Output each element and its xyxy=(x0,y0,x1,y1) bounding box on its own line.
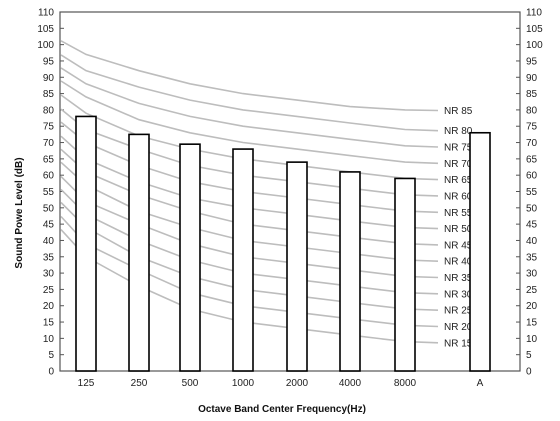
bar xyxy=(232,148,254,372)
y-tick-label-left: 70 xyxy=(43,138,55,149)
y-tick-label-left: 40 xyxy=(43,236,55,247)
y-tick-label-right: 100 xyxy=(526,40,543,51)
y-tick-label-left: 55 xyxy=(43,187,55,198)
y-axis-title: Sound Powe Level (dB) xyxy=(14,157,25,268)
nr-curve-label: NR 75 xyxy=(444,142,473,153)
nr-curve-label: NR 65 xyxy=(444,175,473,186)
y-tick-label-left: 5 xyxy=(48,350,54,361)
nr-curve-label: NR 85 xyxy=(444,106,473,117)
y-tick-label-left: 75 xyxy=(43,122,55,133)
bar xyxy=(75,115,97,372)
y-tick-label-right: 40 xyxy=(526,236,538,247)
y-tick-label-left: 80 xyxy=(43,105,55,116)
nr-curve xyxy=(60,67,439,148)
x-tick-label-a: A xyxy=(477,378,484,389)
y-tick-label-right: 30 xyxy=(526,269,538,280)
bar xyxy=(394,177,416,372)
y-tick-label-left: 65 xyxy=(43,154,55,165)
y-tick-label-right: 50 xyxy=(526,203,538,214)
y-tick-label-left: 45 xyxy=(43,220,55,231)
y-tick-label-left: 110 xyxy=(38,8,54,19)
y-tick-label-right: 35 xyxy=(526,252,538,263)
y-tick-label-right: 65 xyxy=(526,154,538,165)
bars xyxy=(75,115,491,372)
y-tick-label-right: 5 xyxy=(526,350,532,361)
y-tick-label-left: 105 xyxy=(37,24,54,35)
y-tick-label-right: 15 xyxy=(526,318,538,329)
nr-curve-label: NR 80 xyxy=(444,126,473,137)
y-tick-label-right: 55 xyxy=(526,187,538,198)
y-tick-label-right: 95 xyxy=(526,56,538,67)
y-tick-label-right: 110 xyxy=(526,8,542,19)
y-tick-label-left: 85 xyxy=(43,89,55,100)
y-tick-label-right: 70 xyxy=(526,138,538,149)
y-tick-label-left: 60 xyxy=(43,171,55,182)
bar xyxy=(286,161,308,372)
y-tick-label-left: 50 xyxy=(43,203,55,214)
nr-curve-label: NR 45 xyxy=(444,240,473,251)
nr-curve xyxy=(60,54,439,132)
y-tick-label-right: 10 xyxy=(526,334,538,345)
y-tick-label-right: 60 xyxy=(526,171,538,182)
y-tick-label-left: 35 xyxy=(43,252,55,263)
y-tick-label-right: 85 xyxy=(526,89,538,100)
x-tick-labels: 125 250 500 1000 2000 4000 8000 A xyxy=(78,378,484,389)
nr-curve-label: NR 40 xyxy=(444,257,473,268)
x-tick-label: 250 xyxy=(131,378,148,389)
nr-curve-label: NR 55 xyxy=(444,208,473,219)
nr-curve-label: NR 15 xyxy=(444,338,473,349)
x-axis-title: Octave Band Center Frequency(Hz) xyxy=(198,404,366,415)
bar xyxy=(339,171,361,372)
y-tick-label-right: 20 xyxy=(526,301,538,312)
y-tick-label-right: 90 xyxy=(526,73,538,84)
x-tick-label: 500 xyxy=(182,378,199,389)
y-tick-label-left: 20 xyxy=(43,301,55,312)
y-tick-label-left: 10 xyxy=(43,334,55,345)
y-tick-label-left: 0 xyxy=(48,367,54,378)
nr-curve-label: NR 20 xyxy=(444,322,473,333)
y-tick-label-left: 95 xyxy=(43,56,55,67)
nr-curve xyxy=(60,80,439,165)
y-tick-label-left: 90 xyxy=(43,73,55,84)
x-tick-label: 1000 xyxy=(232,378,255,389)
y-tick-label-right: 0 xyxy=(526,367,532,378)
y-tick-label-right: 25 xyxy=(526,285,538,296)
nr-curve-label: NR 30 xyxy=(444,289,473,300)
nr-curve-label: NR 70 xyxy=(444,159,473,170)
y-tick-label-right: 105 xyxy=(526,24,543,35)
nr-curve-label: NR 25 xyxy=(444,306,473,317)
x-tick-label: 4000 xyxy=(339,378,362,389)
y-tick-label-left: 30 xyxy=(43,269,55,280)
y-tick-label-right: 75 xyxy=(526,122,538,133)
bar xyxy=(128,133,150,372)
y-tick-label-right: 45 xyxy=(526,220,538,231)
x-tick-label: 125 xyxy=(78,378,95,389)
x-tick-label: 2000 xyxy=(286,378,309,389)
nr-curve-label: NR 60 xyxy=(444,191,473,202)
y-tick-label-left: 15 xyxy=(43,318,55,329)
bar xyxy=(179,143,201,372)
nr-curve-label: NR 50 xyxy=(444,224,473,235)
nr-curve-label: NR 35 xyxy=(444,273,473,284)
y-tick-label-right: 80 xyxy=(526,105,538,116)
y-tick-label-left: 25 xyxy=(43,285,55,296)
y-tick-label-left: 100 xyxy=(37,40,54,51)
nr-curve xyxy=(60,40,439,112)
bar-overall-a xyxy=(469,131,491,372)
x-tick-label: 8000 xyxy=(394,378,417,389)
